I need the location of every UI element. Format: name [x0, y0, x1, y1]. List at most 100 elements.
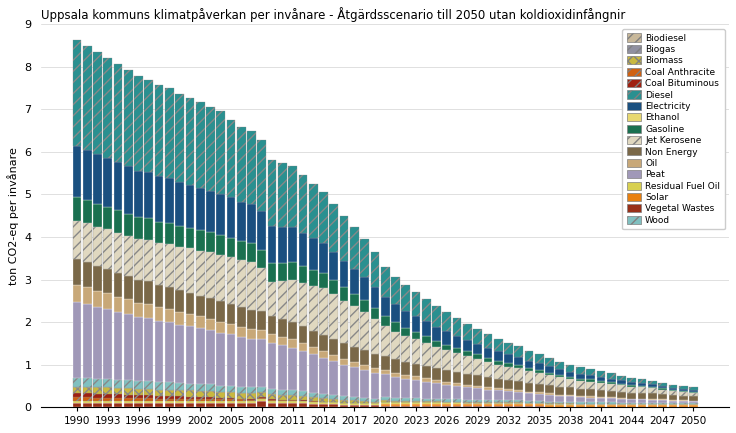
Bar [216, 386, 225, 392]
Bar [514, 346, 523, 357]
Bar [268, 334, 277, 343]
Bar [185, 97, 194, 185]
Bar [82, 401, 91, 403]
Bar [442, 402, 451, 404]
Bar [545, 395, 554, 402]
Bar [247, 399, 256, 400]
Bar [525, 392, 534, 394]
Bar [165, 322, 174, 382]
Bar [679, 389, 687, 391]
Bar [155, 401, 163, 403]
Bar [134, 76, 143, 171]
Bar [463, 402, 472, 403]
Bar [463, 356, 472, 374]
Bar [360, 365, 369, 370]
Bar [206, 397, 215, 399]
Bar [258, 339, 266, 387]
Bar [103, 388, 112, 394]
Bar [587, 381, 595, 389]
Bar [535, 363, 544, 370]
Bar [617, 398, 626, 399]
Bar [247, 339, 256, 388]
Bar [484, 406, 492, 407]
Bar [216, 333, 225, 386]
Bar [340, 396, 348, 400]
Bar [484, 362, 492, 377]
Bar [278, 163, 287, 227]
Bar [401, 328, 410, 336]
Bar [627, 385, 636, 387]
Bar [144, 403, 153, 407]
Bar [165, 287, 174, 309]
Bar [360, 401, 369, 403]
Bar [268, 401, 277, 403]
Bar [432, 383, 441, 399]
Bar [422, 401, 431, 402]
Bar [381, 356, 389, 370]
Bar [155, 398, 163, 401]
Bar [206, 391, 215, 397]
Bar [247, 310, 256, 329]
Bar [155, 243, 163, 284]
Bar [103, 309, 112, 379]
Bar [463, 404, 472, 406]
Bar [453, 386, 461, 399]
Bar [134, 395, 143, 398]
Bar [484, 388, 492, 390]
Bar [463, 388, 472, 400]
Bar [453, 383, 461, 386]
Bar [113, 312, 122, 380]
Bar [144, 381, 153, 389]
Bar [391, 277, 400, 304]
Bar [545, 358, 554, 366]
Bar [258, 398, 266, 401]
Bar [103, 269, 112, 293]
Bar [350, 403, 358, 405]
Bar [442, 385, 451, 399]
Bar [545, 402, 554, 403]
Bar [391, 323, 400, 332]
Bar [113, 65, 122, 162]
Bar [473, 329, 482, 344]
Bar [668, 395, 677, 400]
Bar [597, 372, 605, 377]
Bar [144, 389, 153, 395]
Bar [299, 401, 308, 403]
Bar [299, 283, 308, 326]
Bar [453, 406, 461, 407]
Bar [247, 131, 256, 204]
Bar [607, 382, 615, 384]
Bar [206, 319, 215, 330]
Bar [93, 154, 102, 204]
Bar [668, 403, 677, 404]
Bar [268, 394, 277, 399]
Bar [175, 398, 184, 401]
Bar [504, 343, 513, 354]
Bar [299, 326, 308, 343]
Bar [165, 390, 174, 396]
Bar [587, 405, 595, 407]
Bar [494, 361, 503, 365]
Bar [587, 379, 595, 381]
Bar [309, 238, 318, 270]
Bar [155, 307, 163, 321]
Bar [514, 403, 523, 404]
Bar [299, 266, 308, 283]
Bar [237, 241, 246, 260]
Bar [237, 399, 246, 401]
Bar [411, 316, 420, 332]
Bar [258, 140, 266, 211]
Bar [484, 402, 492, 403]
Bar [134, 171, 143, 217]
Bar [350, 269, 358, 294]
Bar [319, 288, 328, 335]
Bar [124, 213, 132, 236]
Bar [689, 405, 698, 407]
Bar [309, 397, 318, 401]
Bar [155, 390, 163, 396]
Bar [278, 395, 287, 400]
Bar [134, 403, 143, 407]
Bar [237, 307, 246, 326]
Bar [247, 401, 256, 403]
Bar [309, 354, 318, 393]
